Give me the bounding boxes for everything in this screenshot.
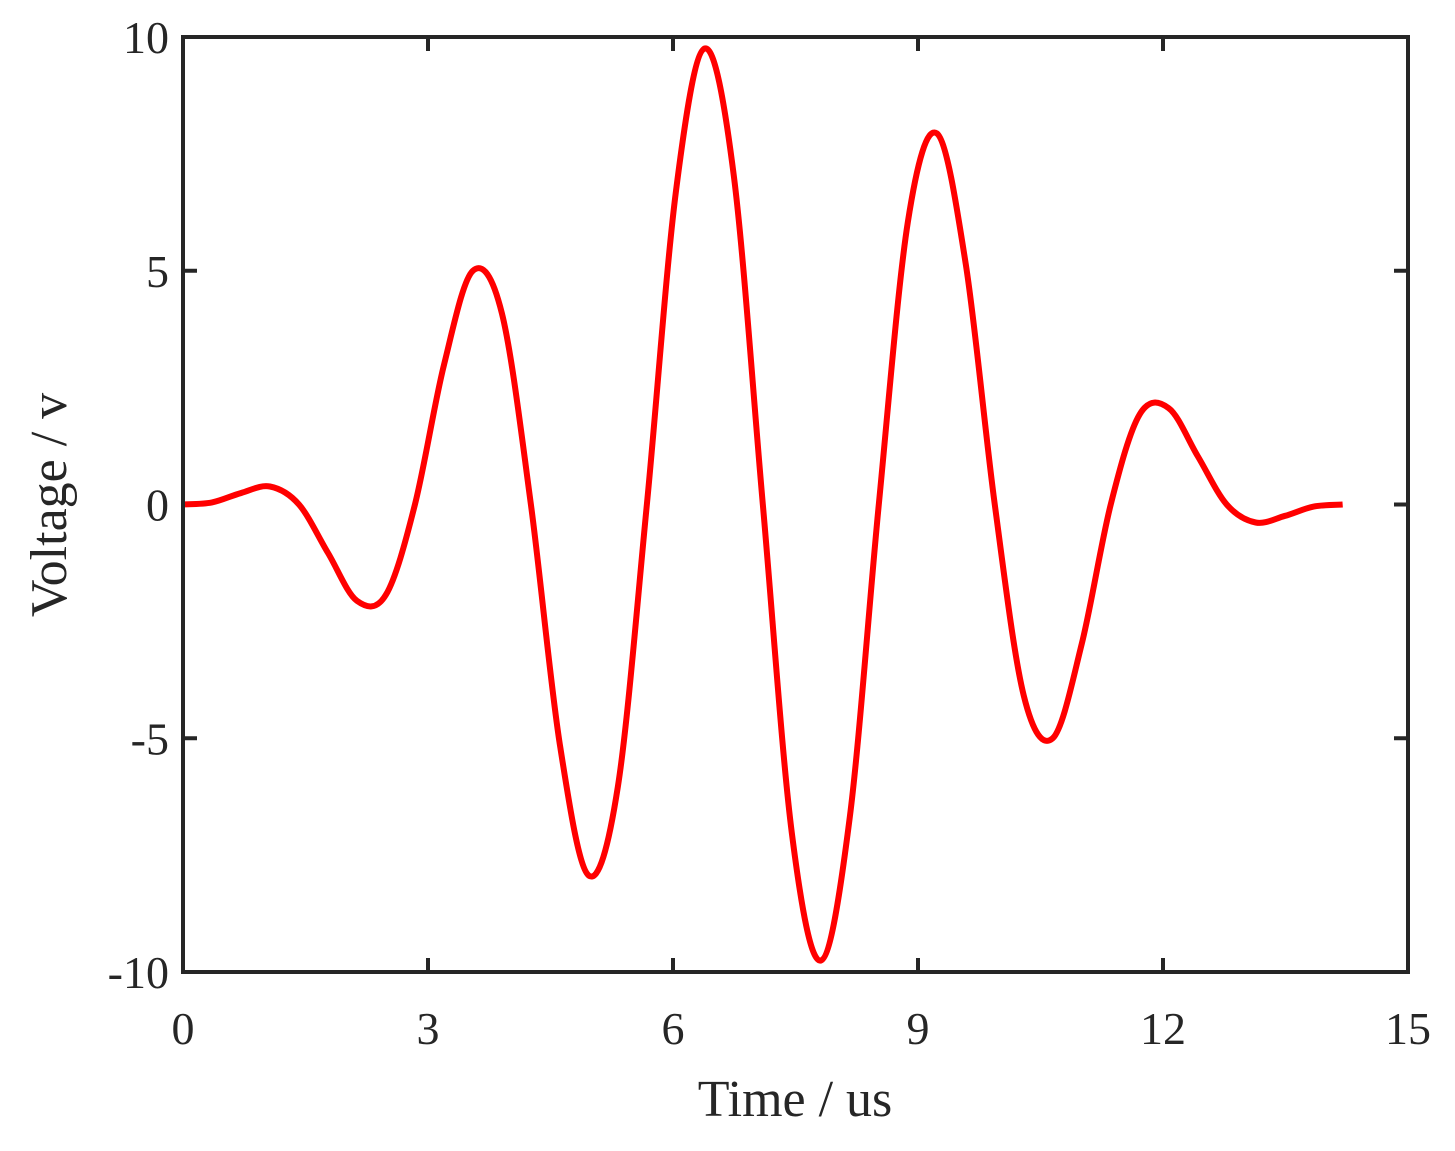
y-tick-label: -5 bbox=[131, 713, 169, 764]
x-axis-label: Time / us bbox=[698, 1071, 893, 1128]
plot-frame bbox=[181, 35, 1410, 974]
x-tick-label: 3 bbox=[417, 1003, 440, 1054]
x-tick-label: 15 bbox=[1385, 1003, 1431, 1054]
x-tick-label: 9 bbox=[907, 1003, 930, 1054]
data-line bbox=[182, 45, 1343, 964]
x-tick-label: 12 bbox=[1140, 1003, 1186, 1054]
y-axis-label: Voltage / v bbox=[21, 393, 78, 617]
x-tick-label: 6 bbox=[662, 1003, 685, 1054]
y-tick-label: 5 bbox=[146, 246, 169, 297]
y-tick-label: -10 bbox=[108, 947, 169, 998]
x-tick-label: 0 bbox=[172, 1003, 195, 1054]
y-tick-label: 10 bbox=[123, 12, 169, 63]
y-tick-label: 0 bbox=[146, 480, 169, 531]
